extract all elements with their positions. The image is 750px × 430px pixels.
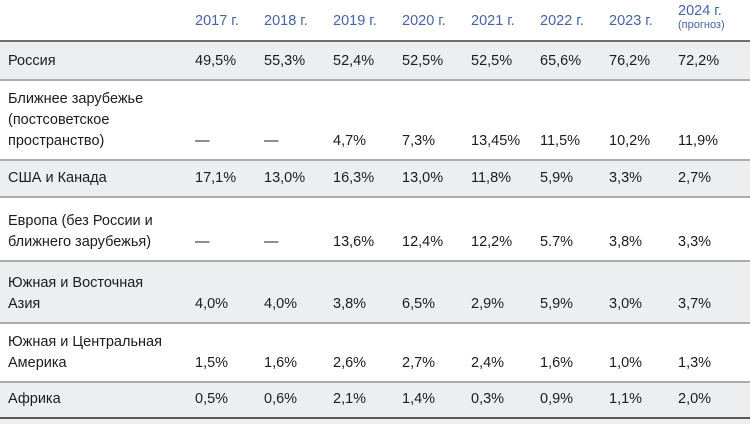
value-cell: 4,0%	[195, 296, 229, 312]
value-cell: 10,2%	[609, 133, 651, 149]
value-cell: 2,0%	[678, 391, 712, 407]
value-cell: 11,5%	[540, 133, 581, 149]
value-cell: 11,9%	[678, 133, 719, 149]
value-cell: 1,4%	[402, 391, 436, 407]
value-cell: 1,1%	[609, 391, 643, 407]
value-cell: 5,9%	[540, 170, 574, 186]
value-cell: 3,8%	[333, 296, 367, 312]
forecast-year-label: 2024 г.	[678, 3, 722, 19]
table-row: США и Канада 17,1% 13,0% 16,3% 13,0% 11,8% 5,9…	[0, 160, 750, 197]
value-cell: 16,3%	[333, 170, 375, 186]
table-row: Россия 49,5% 55,3% 52,4% 52,5% 52,5% 65,6% 76,2…	[0, 41, 750, 80]
value-cell: 65,6%	[540, 53, 582, 69]
value-cell: 0,9%	[540, 391, 574, 407]
table-header-row: 2017 г. 2018 г. 2019 г. 2020 г. 2021 г. 2022 …	[0, 0, 750, 41]
forecast-column-header: 2024 г. (прогноз)	[678, 0, 750, 41]
value-cell: 2,7%	[402, 355, 436, 371]
region-label: Африка	[8, 391, 61, 407]
value-cell: 17,1%	[195, 170, 237, 186]
value-cell: 13,0%	[402, 170, 444, 186]
value-cell: 3,0%	[609, 296, 643, 312]
value-cell: 3,3%	[678, 234, 712, 250]
region-label: Южная и Восточная Азия	[8, 275, 144, 312]
year-column-header: 2022 г.	[540, 13, 584, 29]
value-cell: 52,5%	[471, 53, 513, 69]
value-cell: —	[264, 234, 279, 250]
region-label: Ближнее зарубежье (постсоветское простра…	[8, 91, 144, 149]
value-cell: 11,8%	[471, 170, 512, 186]
value-cell: 6,5%	[402, 296, 436, 312]
value-cell: 7,3%	[402, 133, 436, 149]
value-cell: 0,3%	[471, 391, 505, 407]
value-cell: 13,6%	[333, 234, 375, 250]
table-bottom-strip	[0, 419, 750, 424]
year-column-header: 2017 г.	[195, 13, 239, 29]
corner-cell	[0, 0, 195, 41]
value-cell: 5.7%	[540, 234, 574, 250]
value-cell: 2,9%	[471, 296, 505, 312]
value-cell: 12,2%	[471, 234, 513, 250]
value-cell: 4,7%	[333, 133, 367, 149]
value-cell: 12,4%	[402, 234, 444, 250]
year-column-header: 2021 г.	[471, 13, 515, 29]
value-cell: 2,4%	[471, 355, 505, 371]
value-cell: 52,4%	[333, 53, 375, 69]
region-label: Южная и Центральная Америка	[8, 334, 162, 371]
value-cell: 0,6%	[264, 391, 298, 407]
year-column-header: 2018 г.	[264, 13, 308, 29]
value-cell: 1,6%	[264, 355, 298, 371]
value-cell: —	[195, 234, 210, 250]
value-cell: 49,5%	[195, 53, 237, 69]
value-cell: 1,6%	[540, 355, 574, 371]
table-row: Европа (без России и ближнего зарубежья)…	[0, 197, 750, 261]
value-cell: 1,0%	[609, 355, 643, 371]
value-cell: 2,6%	[333, 355, 367, 371]
value-cell: 13,0%	[264, 170, 306, 186]
value-cell: 55,3%	[264, 53, 306, 69]
value-cell: 4,0%	[264, 296, 298, 312]
value-cell: 2,1%	[333, 391, 367, 407]
table-row: Южная и Центральная Америка 1,5% 1,6% 2,6% 2…	[0, 323, 750, 382]
year-column-header: 2020 г.	[402, 13, 446, 29]
year-column-header: 2019 г.	[333, 13, 377, 29]
value-cell: 72,2%	[678, 53, 720, 69]
region-label: США и Канада	[8, 170, 107, 186]
table-row: Ближнее зарубежье (постсоветское простра…	[0, 80, 750, 160]
value-cell: 0,5%	[195, 391, 229, 407]
value-cell: 5,9%	[540, 296, 574, 312]
value-cell: —	[264, 133, 279, 149]
year-column-header: 2023 г.	[609, 13, 653, 29]
table-row: Южная и Восточная Азия 4,0% 4,0% 3,8% 6,5% 2,…	[0, 261, 750, 323]
value-cell: 13,45%	[471, 133, 521, 149]
region-label: Европа (без России и ближнего зарубежья)	[8, 213, 153, 250]
value-cell: —	[195, 133, 210, 149]
value-cell: 1,3%	[678, 355, 712, 371]
value-cell: 3,3%	[609, 170, 643, 186]
region-label: Россия	[8, 53, 56, 69]
regions-by-year-table: 2017 г. 2018 г. 2019 г. 2020 г. 2021 г. 2022 …	[0, 0, 750, 418]
value-cell: 2,7%	[678, 170, 712, 186]
table-row: Африка 0,5% 0,6% 2,1% 1,4% 0,3% 0,9% 1,1% 2,0%	[0, 382, 750, 418]
value-cell: 3,8%	[609, 234, 643, 250]
value-cell: 76,2%	[609, 53, 651, 69]
forecast-note-label: (прогноз)	[678, 19, 725, 31]
value-cell: 1,5%	[195, 355, 229, 371]
value-cell: 52,5%	[402, 53, 444, 69]
value-cell: 3,7%	[678, 296, 712, 312]
